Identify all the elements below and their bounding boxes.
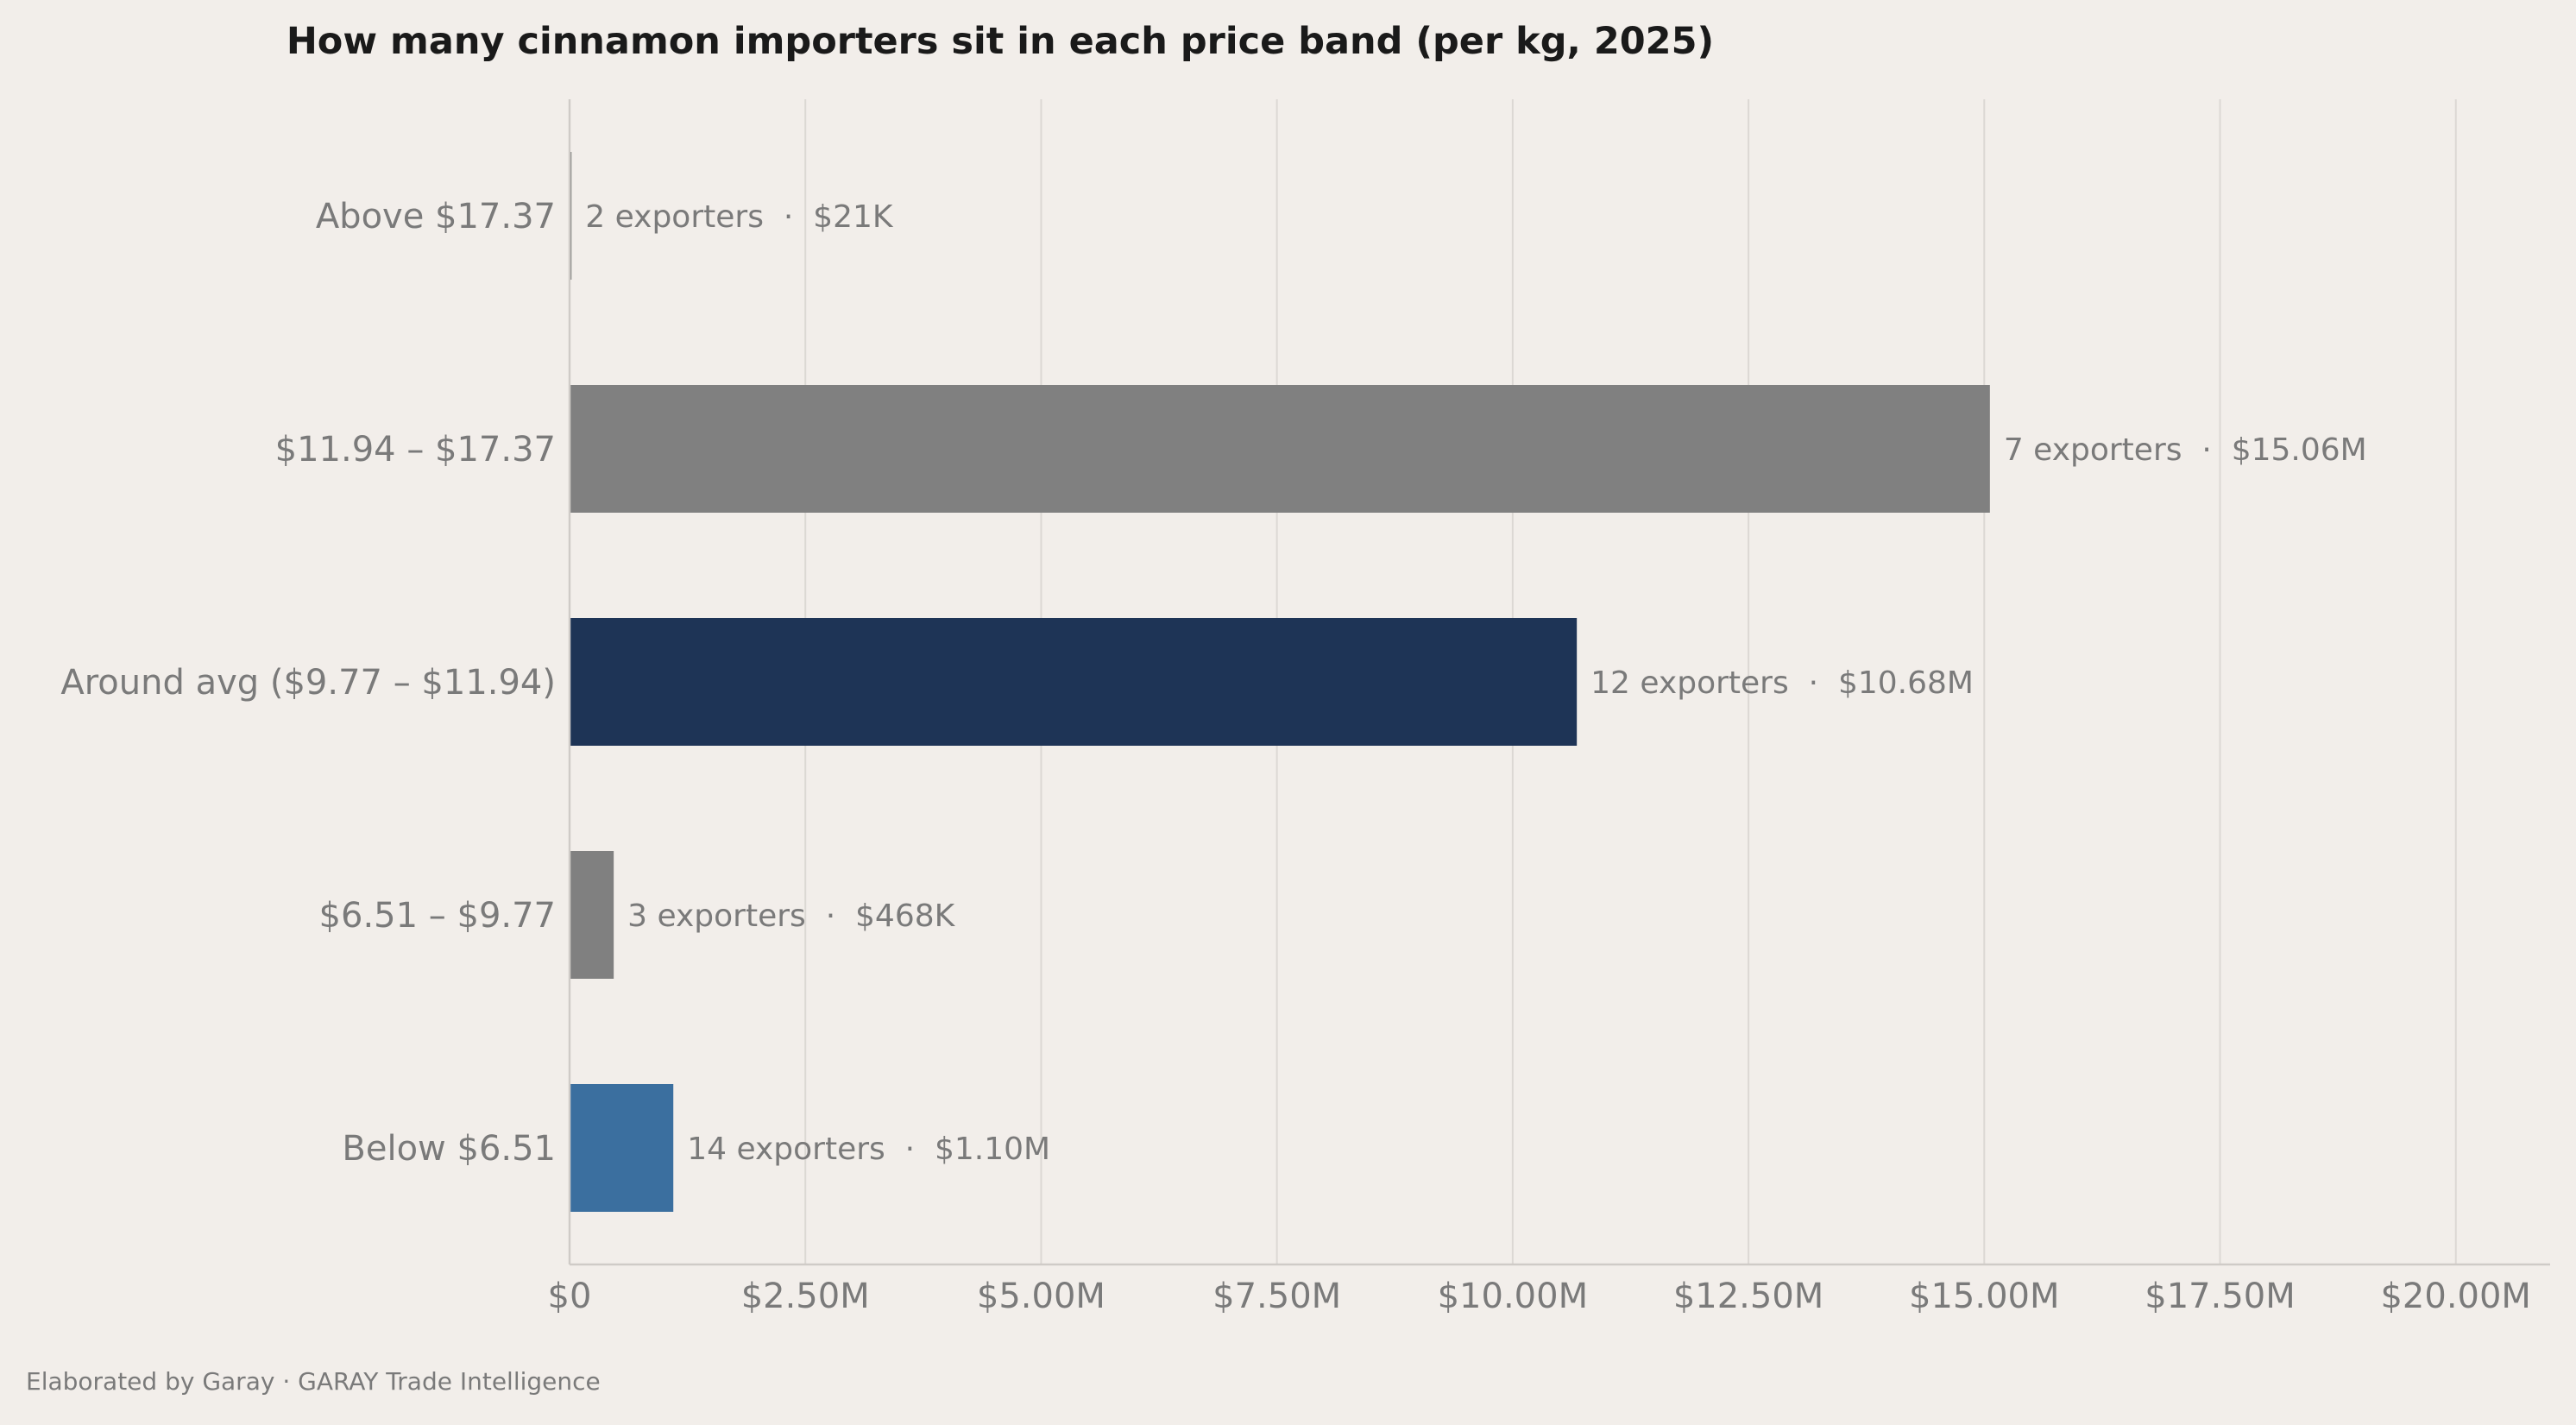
bar-value-label: 3 exporters · $468K (627, 899, 956, 934)
bar (570, 851, 614, 979)
chart-title: How many cinnamon importers sit in each … (287, 20, 1714, 63)
bar-value-label: 2 exporters · $21K (585, 199, 894, 235)
category-label: Around avg ($9.77 – $11.94) (60, 663, 556, 703)
x-tick-label: $0 (548, 1277, 592, 1316)
category-label: Below $6.51 (342, 1129, 556, 1169)
x-tick-label: $10.00M (1438, 1277, 1588, 1316)
category-label: $6.51 – $9.77 (319, 896, 556, 936)
category-label: Above $17.37 (316, 197, 556, 236)
category-label: $11.94 – $17.37 (275, 430, 556, 470)
x-tick-label: $5.00M (977, 1277, 1105, 1316)
bar-value-label: 7 exporters · $15.06M (2004, 432, 2367, 468)
x-tick-label: $2.50M (741, 1277, 870, 1316)
x-tick-label: $7.50M (1212, 1277, 1341, 1316)
x-tick-label: $20.00M (2380, 1277, 2530, 1316)
x-tick-label: $15.00M (1909, 1277, 2059, 1316)
label-layer: Above $17.37 2 exporters · $21K $11.94 – $… (60, 197, 2366, 1169)
bar-value-label: 12 exporters · $10.68M (1590, 665, 1974, 701)
axis-layer: $0 $2.50M $5.00M $7.50M $10.00M $12.50M $15.00… (548, 99, 2550, 1316)
bar (570, 385, 1990, 513)
bar (570, 618, 1578, 746)
bar (570, 1084, 674, 1212)
x-tick-label: $17.50M (2145, 1277, 2295, 1316)
x-tick-label: $12.50M (1673, 1277, 1823, 1316)
footer-credit: Elaborated by Garay · GARAY Trade Intell… (26, 1367, 601, 1396)
bar-value-label: 14 exporters · $1.10M (687, 1132, 1050, 1167)
bar-layer (570, 152, 1990, 1212)
